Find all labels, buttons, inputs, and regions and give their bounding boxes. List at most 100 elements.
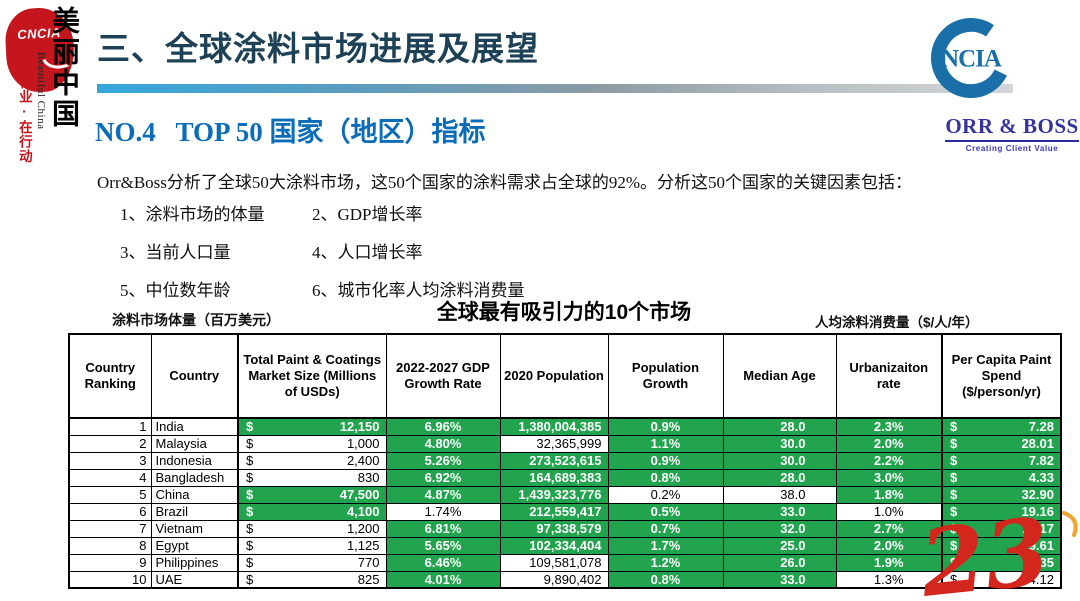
currency-symbol: $ <box>950 470 958 485</box>
cell-market: $4,100 <box>237 502 387 521</box>
cell-age: 28.0 <box>722 468 837 487</box>
col-header-median-age: Median Age <box>722 333 837 419</box>
cell-country: Brazil <box>150 502 239 521</box>
cell-spend: $7.82 <box>941 451 1062 470</box>
factor-item: 3、当前人口量 <box>120 243 231 262</box>
cell-country: Bangladesh <box>150 468 239 487</box>
table-left-unit-label: 涂料市场体量（百万美元） <box>112 312 280 328</box>
cell-market: $47,500 <box>237 485 387 504</box>
cell-rank: 7 <box>68 519 152 538</box>
cell-gdp: 6.46% <box>385 553 501 572</box>
cell-value: 1,125 <box>346 538 380 553</box>
cell-spend: $9.61 <box>941 536 1062 555</box>
cell-pop: 109,581,078 <box>499 553 609 572</box>
intro-paragraph: Orr&Boss分析了全球50大涂料市场，这50个国家的涂料需求占全球的92%。… <box>97 173 913 192</box>
table-body: 1 India $12,150 6.96% 1,380,004,385 0.9% 28.0 2… <box>68 417 1062 589</box>
currency-symbol: $ <box>950 555 958 570</box>
cell-age: 33.0 <box>722 570 837 589</box>
cell-pop: 102,334,404 <box>499 536 609 555</box>
sidebar-industry-text: 涂料行业·在行动 <box>16 46 32 164</box>
col-header-country-ranking: Country Ranking <box>68 333 152 419</box>
cell-rank: 2 <box>68 434 152 453</box>
cell-country: India <box>150 417 239 436</box>
cell-pop: 1,439,323,776 <box>499 485 609 504</box>
cell-age: 28.0 <box>722 417 837 436</box>
cell-age: 25.0 <box>722 536 837 555</box>
cell-age: 30.0 <box>722 451 837 470</box>
cell-pop: 97,338,579 <box>499 519 609 538</box>
cell-value: 74.12 <box>1021 571 1054 587</box>
cell-country: Malaysia <box>150 434 239 453</box>
cell-market: $830 <box>237 468 387 487</box>
top10-table-container: Country Ranking Country Total Paint & Co… <box>68 333 1062 589</box>
cell-pop: 32,365,999 <box>499 434 609 453</box>
cell-country: China <box>150 485 239 504</box>
cell-value: 11.17 <box>1022 521 1054 536</box>
table-row: 4 Bangladesh $830 6.92% 164,689,383 0.8% 28.0 3… <box>68 468 1062 487</box>
cell-value: 12,150 <box>339 419 380 435</box>
section-subtitle: NO.4 TOP 50 国家（地区）指标 <box>95 117 486 147</box>
cell-spend: $74.12 <box>941 570 1062 589</box>
cell-value: 4,100 <box>346 504 380 519</box>
cell-growth: 1.2% <box>607 553 724 572</box>
cell-urban: 1.0% <box>835 502 943 521</box>
cell-value: 28.01 <box>1021 436 1054 451</box>
cell-rank: 4 <box>68 468 152 487</box>
cell-market: $825 <box>237 570 387 589</box>
currency-symbol: $ <box>246 521 254 536</box>
table-right-unit-label: 人均涂料消费量（$/人/年） <box>815 315 979 330</box>
cell-value: 7.28 <box>1028 419 1054 435</box>
currency-symbol: $ <box>246 555 254 570</box>
col-header-population: 2020 Population <box>499 333 609 419</box>
cell-value: 4.33 <box>1028 470 1054 485</box>
cell-pop: 164,689,383 <box>499 468 609 487</box>
cell-age: 30.0 <box>722 434 837 453</box>
cell-spend: $19.16 <box>941 502 1062 521</box>
cell-pop: 212,559,417 <box>499 502 609 521</box>
currency-symbol: $ <box>246 487 254 502</box>
cell-growth: 0.2% <box>607 485 724 504</box>
cell-market: $1,125 <box>237 536 387 555</box>
cell-value: 9.61 <box>1028 538 1054 553</box>
currency-symbol: $ <box>950 571 958 587</box>
currency-symbol: $ <box>950 453 958 468</box>
cell-gdp: 4.87% <box>385 485 501 504</box>
cell-gdp: 4.80% <box>385 434 501 453</box>
cell-pop: 273,523,615 <box>499 451 609 470</box>
cell-market: $12,150 <box>237 417 387 436</box>
factor-item: 2、GDP增长率 <box>312 205 423 224</box>
table-row: 8 Egypt $1,125 5.65% 102,334,404 1.7% 25.0 2.0%… <box>68 536 1062 555</box>
currency-symbol: $ <box>246 571 254 587</box>
title-gradient-divider <box>97 84 1013 93</box>
cell-rank: 3 <box>68 451 152 470</box>
cell-urban: 1.9% <box>835 553 943 572</box>
cell-growth: 1.7% <box>607 536 724 555</box>
table-title: 全球最有吸引力的10个市场 <box>436 301 692 324</box>
currency-symbol: $ <box>950 419 958 435</box>
cell-growth: 0.8% <box>607 468 724 487</box>
currency-symbol: $ <box>246 504 254 519</box>
col-header-population-growth: Population Growth <box>607 333 724 419</box>
cell-urban: 2.3% <box>835 417 943 436</box>
ncia-c-icon: NCIA <box>930 17 1012 99</box>
cell-urban: 1.8% <box>835 485 943 504</box>
cell-rank: 8 <box>68 536 152 555</box>
cell-spend: $7.28 <box>941 417 1062 436</box>
table-row: 10 UAE $825 4.01% 9,890,402 0.8% 33.0 1.3% $74.1… <box>68 570 1062 589</box>
ncia-logo: NCIA <box>925 8 1017 108</box>
cell-spend: $4.33 <box>941 468 1062 487</box>
cell-gdp: 6.96% <box>385 417 501 436</box>
currency-symbol: $ <box>246 453 254 468</box>
table-row: 5 China $47,500 4.87% 1,439,323,776 0.2% 38.0 1… <box>68 485 1062 504</box>
svg-text:NCIA: NCIA <box>941 45 1002 72</box>
cell-market: $1,200 <box>237 519 387 538</box>
cell-value: 830 <box>357 470 380 485</box>
factor-item: 6、城市化率人均涂料消费量 <box>312 281 525 300</box>
cell-rank: 1 <box>68 417 152 436</box>
cell-growth: 0.5% <box>607 502 724 521</box>
cell-market: $770 <box>237 553 387 572</box>
page-title: 三、全球涂料市场进展及展望 <box>97 30 539 67</box>
cell-age: 26.0 <box>722 553 837 572</box>
cell-value: 825 <box>357 571 380 587</box>
cell-gdp: 5.65% <box>385 536 501 555</box>
